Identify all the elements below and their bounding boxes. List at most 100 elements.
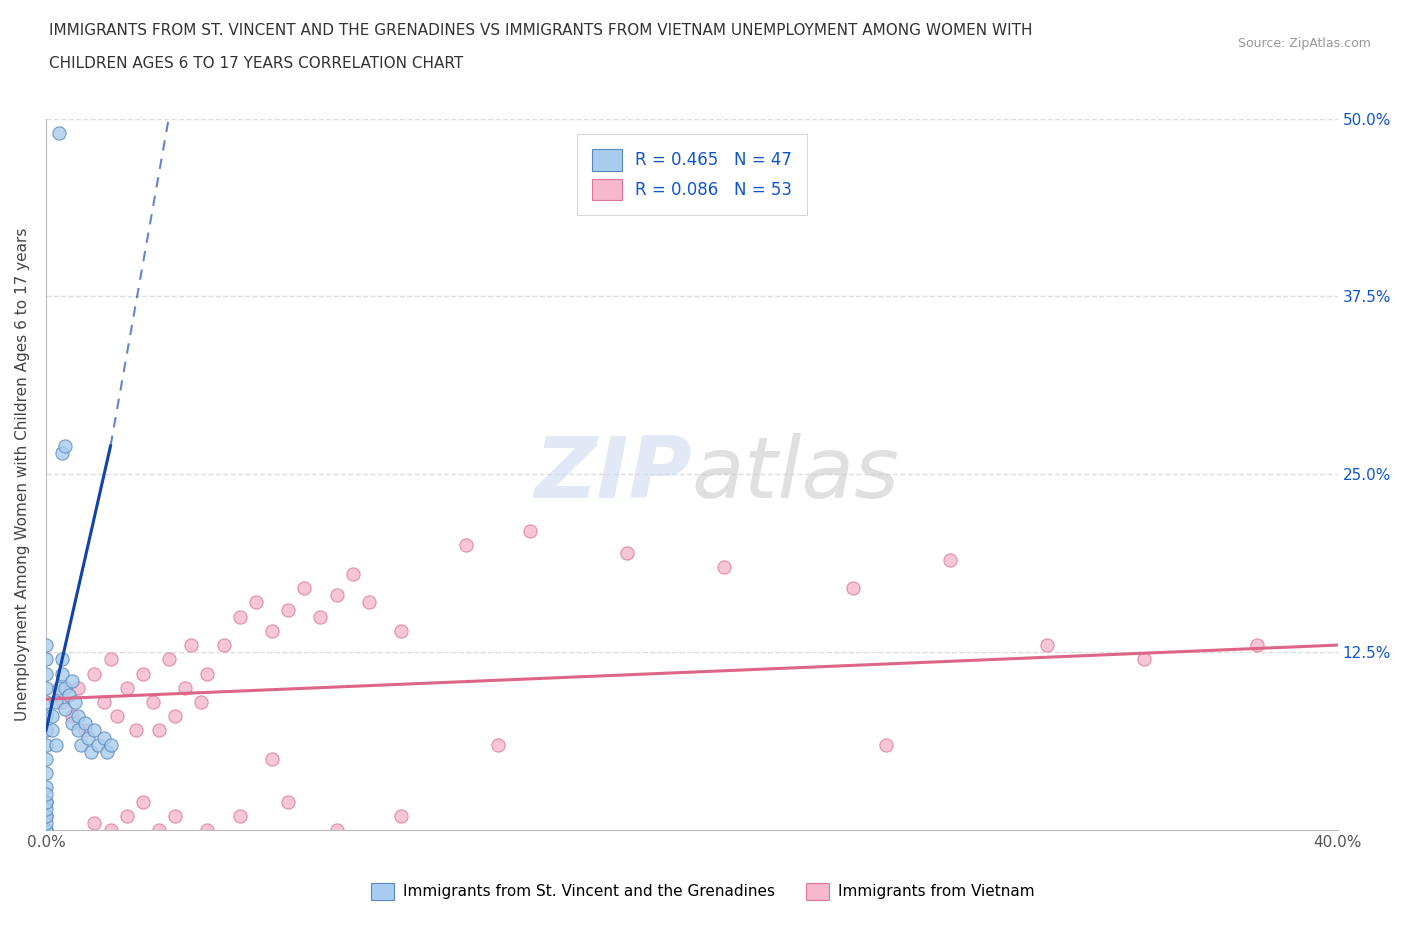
Point <box>73 716 96 731</box>
Point <box>100 652 122 667</box>
Point <box>60 673 83 688</box>
Point <box>325 588 347 603</box>
Y-axis label: Unemployment Among Women with Children Ages 6 to 17 years: Unemployment Among Women with Children A… <box>15 228 30 721</box>
Text: Source: ZipAtlas.com: Source: ZipAtlas.com <box>1237 37 1371 50</box>
Point <box>45 695 67 710</box>
Legend: Immigrants from St. Vincent and the Grenadines, Immigrants from Vietnam: Immigrants from St. Vincent and the Gren… <box>366 877 1040 906</box>
Point <box>51 445 73 460</box>
Point <box>115 808 138 823</box>
Point <box>41 709 63 724</box>
Point <box>35 666 58 681</box>
Point <box>260 623 283 638</box>
Point <box>70 737 93 752</box>
Point <box>35 823 58 838</box>
Point <box>48 126 70 140</box>
Legend: R = 0.465   N = 47, R = 0.086   N = 53: R = 0.465 N = 47, R = 0.086 N = 53 <box>576 134 807 215</box>
Point <box>41 723 63 737</box>
Point <box>35 787 58 802</box>
Point <box>125 723 148 737</box>
Point <box>48 681 70 696</box>
Point <box>157 652 180 667</box>
Point <box>197 823 219 838</box>
Point <box>165 808 187 823</box>
Point <box>115 681 138 696</box>
Point <box>35 709 58 724</box>
Point <box>35 681 58 696</box>
Point <box>73 723 96 737</box>
Point <box>53 438 76 453</box>
Point <box>148 723 170 737</box>
Point <box>83 666 105 681</box>
Point <box>165 709 187 724</box>
Point <box>228 609 250 624</box>
Point <box>83 723 105 737</box>
Point <box>180 638 202 653</box>
Point <box>53 681 76 696</box>
Point <box>35 723 58 737</box>
Point <box>93 730 115 745</box>
Point <box>389 623 412 638</box>
Point <box>842 580 865 595</box>
Point <box>83 816 105 830</box>
Point <box>67 681 90 696</box>
Point <box>100 823 122 838</box>
Point <box>58 687 80 702</box>
Point <box>67 723 90 737</box>
Point <box>35 794 58 809</box>
Point <box>35 823 58 838</box>
Point <box>80 744 103 759</box>
Point <box>228 808 250 823</box>
Point <box>277 794 299 809</box>
Point <box>1036 638 1059 653</box>
Point <box>141 695 163 710</box>
Point <box>245 595 267 610</box>
Point <box>389 808 412 823</box>
Point <box>132 794 155 809</box>
Text: IMMIGRANTS FROM ST. VINCENT AND THE GRENADINES VS IMMIGRANTS FROM VIETNAM UNEMPL: IMMIGRANTS FROM ST. VINCENT AND THE GREN… <box>49 23 1033 38</box>
Point <box>875 737 897 752</box>
Point <box>212 638 235 653</box>
Point <box>51 652 73 667</box>
Point <box>35 695 58 710</box>
Point <box>100 737 122 752</box>
Point <box>486 737 509 752</box>
Point <box>173 681 195 696</box>
Point <box>51 695 73 710</box>
Point <box>132 666 155 681</box>
Point <box>96 744 118 759</box>
Point <box>105 709 128 724</box>
Text: CHILDREN AGES 6 TO 17 YEARS CORRELATION CHART: CHILDREN AGES 6 TO 17 YEARS CORRELATION … <box>49 56 464 71</box>
Point <box>93 695 115 710</box>
Point <box>51 666 73 681</box>
Point <box>713 559 735 574</box>
Point <box>60 709 83 724</box>
Text: atlas: atlas <box>692 432 900 516</box>
Point <box>148 823 170 838</box>
Point <box>616 545 638 560</box>
Point <box>190 695 212 710</box>
Point <box>357 595 380 610</box>
Point <box>35 737 58 752</box>
Point <box>277 602 299 617</box>
Point <box>1246 638 1268 653</box>
Point <box>35 808 58 823</box>
Point <box>35 765 58 780</box>
Point <box>63 695 86 710</box>
Point <box>260 751 283 766</box>
Point <box>67 709 90 724</box>
Point <box>342 566 364 581</box>
Point <box>309 609 332 624</box>
Point <box>77 730 100 745</box>
Point <box>939 552 962 567</box>
Point <box>35 638 58 653</box>
Point <box>35 794 58 809</box>
Point <box>35 780 58 795</box>
Point <box>35 751 58 766</box>
Point <box>60 716 83 731</box>
Point <box>197 666 219 681</box>
Text: ZIP: ZIP <box>534 432 692 516</box>
Point <box>292 580 315 595</box>
Point <box>1133 652 1156 667</box>
Point <box>325 823 347 838</box>
Point <box>454 538 477 553</box>
